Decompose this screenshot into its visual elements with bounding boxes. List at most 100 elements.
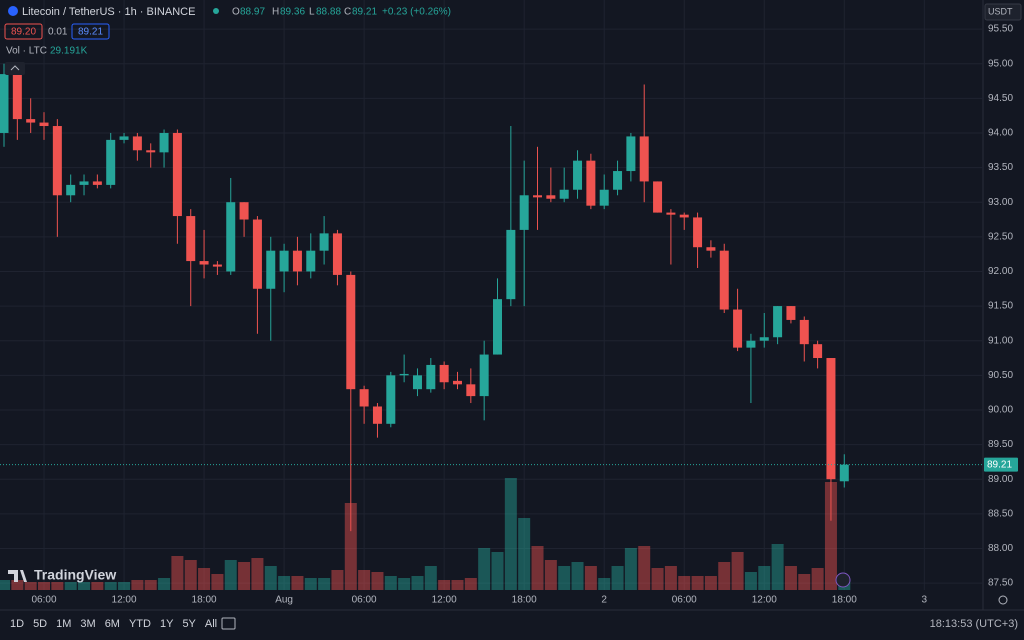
ohlc-value: 88.88 — [316, 7, 341, 18]
y-tick-label: 95.00 — [988, 58, 1013, 69]
y-tick-label: 90.00 — [988, 405, 1013, 416]
volume-bar — [371, 572, 384, 590]
candle-body — [172, 132, 182, 217]
volume-bar — [464, 578, 477, 590]
candles — [0, 63, 849, 532]
range-button[interactable]: 5D — [33, 618, 47, 630]
volume-bar — [758, 566, 771, 590]
y-tick-label: 94.00 — [988, 128, 1013, 139]
spread: 0.01 — [48, 27, 68, 38]
volume-bar — [224, 560, 237, 590]
chevron — [10, 65, 20, 71]
range-button[interactable]: 1D — [10, 618, 24, 630]
candle-body — [533, 195, 543, 198]
candle-body — [359, 389, 369, 407]
candle-body — [839, 464, 849, 482]
volume-bar — [144, 580, 157, 590]
range-button[interactable]: All — [205, 618, 217, 630]
volume-bar — [91, 582, 104, 590]
date-range-icon[interactable] — [221, 617, 236, 630]
x-tick-label: 18:00 — [832, 595, 857, 606]
collapse-button[interactable] — [5, 62, 25, 75]
y-tick-label: 87.50 — [988, 578, 1013, 589]
volume-bar — [718, 562, 731, 590]
candle-body — [586, 160, 596, 206]
candle-body — [106, 139, 116, 185]
candle-body — [493, 299, 503, 355]
volume-bar — [171, 556, 184, 590]
candle-body — [693, 217, 703, 248]
candle-body — [412, 375, 422, 390]
candle-body — [279, 250, 289, 272]
volume-bar — [638, 546, 651, 590]
candle-body — [599, 189, 609, 206]
candle-body — [159, 132, 169, 153]
candle-body — [679, 214, 689, 218]
y-tick-label: 93.50 — [988, 162, 1013, 173]
logo: TradingView — [34, 567, 116, 583]
volume-bar — [331, 570, 344, 590]
candle-body — [613, 171, 623, 190]
candle-body — [506, 229, 516, 300]
x-tick-label: 12:00 — [432, 595, 457, 606]
volume-bar — [518, 518, 531, 590]
candle-body — [746, 340, 756, 348]
volume-bar — [64, 582, 77, 590]
x-tick-label: 06:00 — [672, 595, 697, 606]
candle-body — [39, 122, 49, 127]
candle-body — [346, 274, 356, 390]
ask: 89.21 — [78, 27, 103, 38]
ohlc-value: 89.21 — [352, 7, 377, 18]
candle-body — [292, 250, 302, 272]
x-tick-label: 18:00 — [192, 595, 217, 606]
candle-body — [479, 354, 489, 397]
volume-bar — [451, 580, 464, 590]
volume-bar — [291, 576, 304, 590]
candle-body — [786, 306, 796, 320]
symbol-icon — [8, 6, 18, 16]
range-button[interactable]: 5Y — [182, 618, 196, 630]
x-tick-label: 18:00 — [512, 595, 537, 606]
candle-body — [332, 233, 342, 275]
x-tick-label: 12:00 — [112, 595, 137, 606]
y-tick-label: 88.50 — [988, 508, 1013, 519]
volume-bar — [78, 582, 91, 590]
volume-bar — [664, 566, 677, 590]
range-button[interactable]: 1M — [56, 618, 71, 630]
candle-body — [199, 261, 209, 265]
volume-bar — [264, 566, 277, 590]
range-button[interactable]: 6M — [105, 618, 120, 630]
range-button[interactable]: 3M — [80, 618, 95, 630]
event-icon[interactable] — [835, 572, 851, 588]
volume-title: Vol · LTC — [6, 46, 47, 57]
y-tick-label: 93.00 — [988, 197, 1013, 208]
currency-button[interactable] — [984, 3, 1022, 21]
symbol-title: Litecoin / TetherUS · 1h · BINANCE — [22, 6, 195, 18]
candle-body — [226, 202, 236, 272]
volume-bar — [424, 566, 437, 590]
y-tick-label: 90.50 — [988, 370, 1013, 381]
volume-bar — [624, 548, 637, 590]
settings-icon[interactable] — [998, 595, 1008, 605]
clock: 18:13:53 (UTC+3) — [930, 618, 1018, 630]
candle-body — [252, 219, 262, 289]
candle-body — [719, 250, 729, 310]
bid: 89.20 — [11, 27, 36, 38]
candle-body — [626, 136, 636, 172]
volume-bar — [384, 576, 397, 590]
status-dot — [213, 8, 219, 14]
range-button[interactable]: YTD — [129, 618, 151, 630]
candle-body — [212, 264, 222, 267]
range-button[interactable]: 1Y — [160, 618, 174, 630]
volume-bar — [611, 566, 624, 590]
candle-body — [666, 212, 676, 215]
y-tick-label: 88.00 — [988, 543, 1013, 554]
volume-bar — [238, 562, 251, 590]
last-price-box — [984, 457, 1018, 472]
volume-bar — [744, 572, 757, 590]
y-tick-label: 94.50 — [988, 93, 1013, 104]
volume-bar — [571, 562, 584, 590]
volume-bar — [651, 568, 664, 590]
volume-bar — [731, 552, 744, 590]
